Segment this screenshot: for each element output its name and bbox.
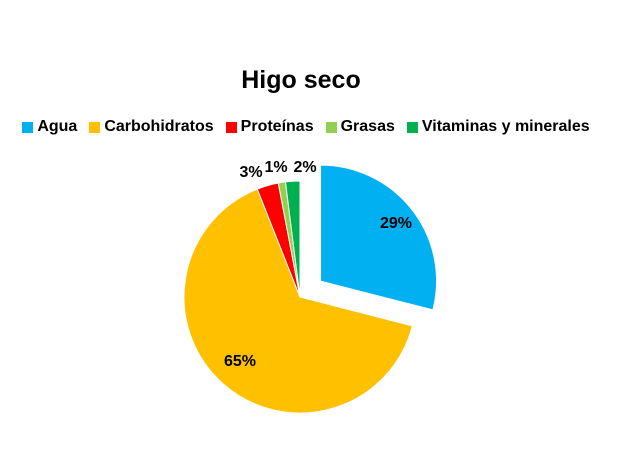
pie-slice-vitaminas-y-minerales [284, 180, 301, 298]
legend-label-carbohidratos: Carbohidratos [104, 118, 214, 135]
legend-item-agua: Agua [22, 118, 77, 136]
data-label-carbohidratos: 65% [224, 353, 256, 370]
legend-item-carbohidratos: Carbohidratos [89, 118, 214, 136]
legend-swatch-proteinas [225, 121, 237, 133]
chart-title: Higo seco [241, 66, 361, 94]
data-label-prote-nas: 3% [239, 164, 262, 181]
legend-label-vitaminas: Vitaminas y minerales [421, 118, 590, 135]
legend-swatch-agua [22, 121, 34, 133]
legend-item-vitaminas: Vitaminas y minerales [406, 118, 590, 136]
legend-swatch-vitaminas [406, 121, 418, 133]
data-label-vitaminas-y-minerales: 2% [293, 159, 316, 176]
legend-item-grasas: Grasas [325, 118, 395, 136]
pie-slice-agua [320, 164, 438, 311]
legend-label-agua: Agua [37, 118, 78, 135]
pie-slice-carbohidratos [183, 188, 413, 414]
legend-item-proteinas: Proteínas [225, 118, 314, 136]
data-label-agua: 29% [380, 215, 412, 232]
data-label-grasas: 1% [264, 159, 287, 176]
legend-label-grasas: Grasas [340, 118, 395, 135]
chart-legend: Agua Carbohidratos Proteínas Grasas Vita… [0, 118, 612, 136]
legend-label-proteinas: Proteínas [240, 118, 314, 135]
legend-swatch-grasas [325, 121, 337, 133]
legend-swatch-carbohidratos [89, 121, 101, 133]
